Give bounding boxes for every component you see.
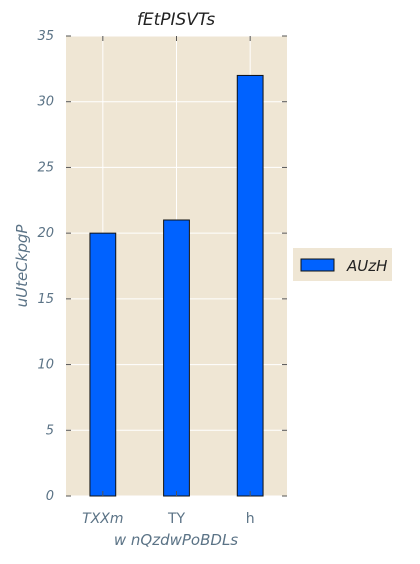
- y-tick-label: 10: [37, 358, 54, 373]
- y-tick-label: 0: [46, 489, 54, 504]
- bar: [237, 75, 263, 496]
- bar: [90, 233, 116, 496]
- y-tick-label: 30: [37, 95, 54, 110]
- y-tick-label: 25: [37, 160, 54, 175]
- y-axis-label: uUteCkpgP: [13, 224, 31, 308]
- chart-title: fEtPISVTs: [137, 10, 215, 30]
- y-tick-label: 35: [37, 29, 54, 44]
- x-tick-label: TY: [167, 511, 186, 527]
- legend-entry-label: AUzH: [346, 257, 387, 275]
- x-axis-label: w nQzdwPoBDLs: [114, 531, 238, 549]
- legend: AUzH: [293, 248, 392, 281]
- x-tick-label: TXXm: [82, 511, 123, 527]
- legend-swatch: [301, 259, 334, 271]
- y-tick-label: 20: [37, 226, 54, 241]
- bar: [164, 220, 190, 496]
- y-tick-label: 5: [46, 423, 54, 438]
- y-tick-label: 15: [37, 292, 54, 307]
- x-tick-label: h: [246, 511, 255, 527]
